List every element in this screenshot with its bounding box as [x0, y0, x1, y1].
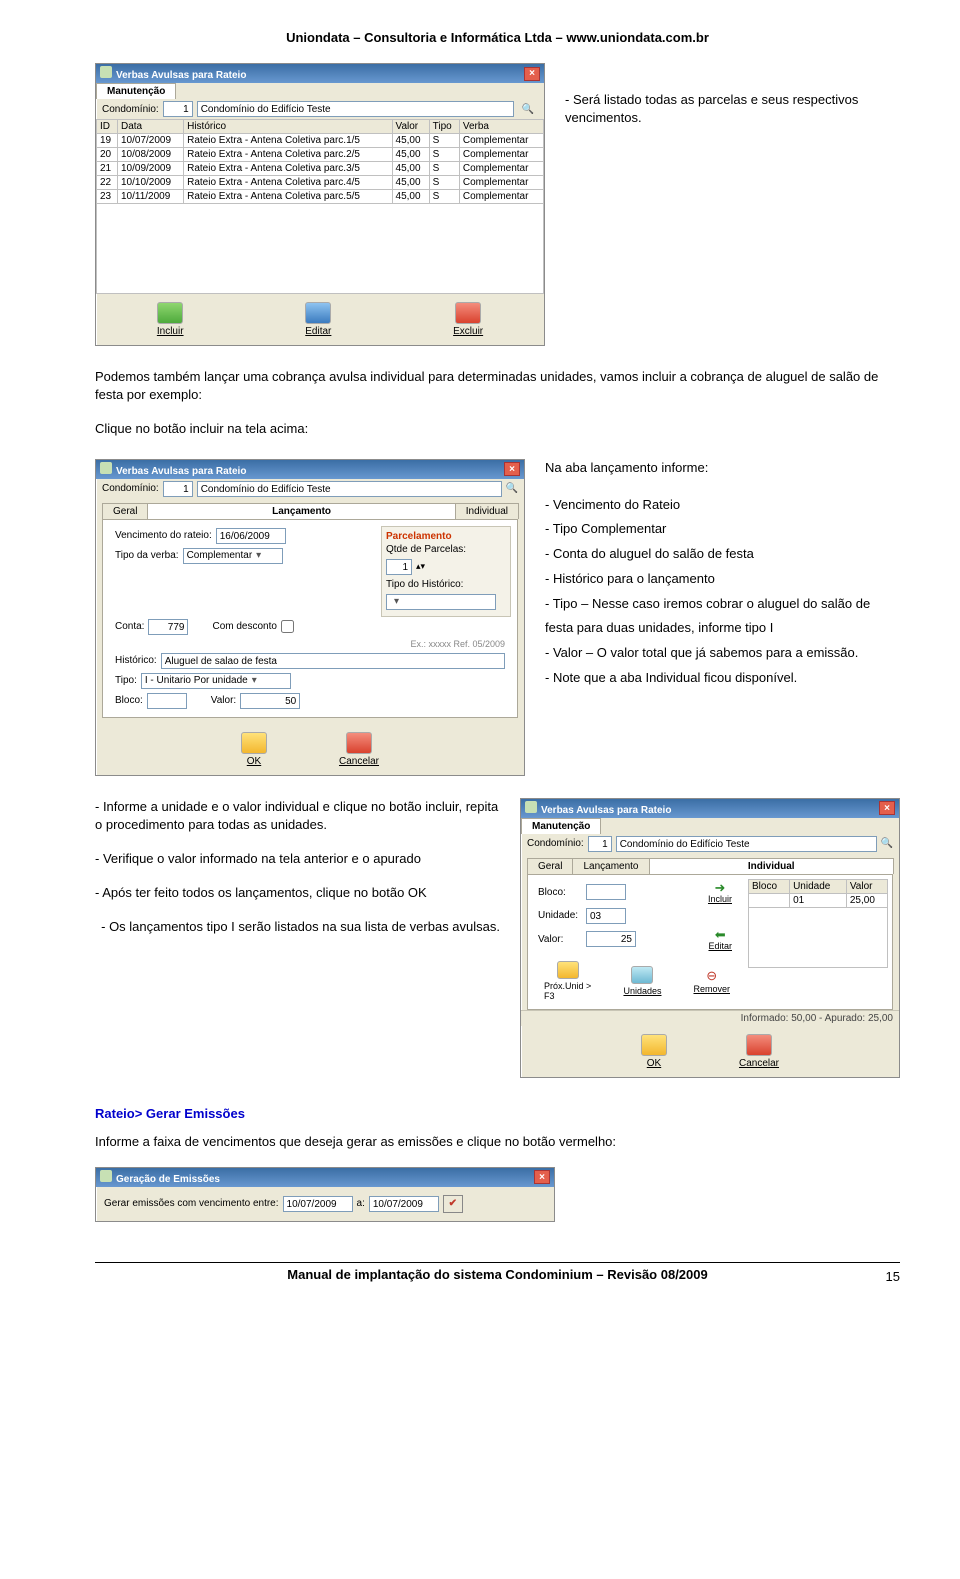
- qtde-input[interactable]: 1: [386, 559, 412, 575]
- app-icon: [100, 66, 112, 78]
- close-icon[interactable]: ×: [504, 462, 520, 476]
- bloco-input[interactable]: [147, 693, 187, 709]
- desconto-checkbox[interactable]: [281, 620, 294, 633]
- editar-button[interactable]: ⬅Editar: [704, 928, 736, 951]
- window-verbas-lanc: Verbas Avulsas para Rateio× Condomínio: …: [95, 459, 525, 776]
- condominio-num[interactable]: 1: [163, 101, 193, 117]
- unidade-input[interactable]: 03: [586, 908, 626, 924]
- incluir-button[interactable]: Incluir: [151, 300, 190, 339]
- window-verbas-indiv: Verbas Avulsas para Rateio× Manutenção C…: [520, 798, 900, 1078]
- mid-bullets: - Vencimento do Rateio- Tipo Complementa…: [545, 493, 900, 691]
- gerar-button[interactable]: ✔: [443, 1195, 463, 1213]
- data-inicio-input[interactable]: 10/07/2009: [283, 1196, 353, 1212]
- verbas-table: IDDataHistóricoValorTipoVerba 1910/07/20…: [96, 119, 544, 204]
- prox-unid-button[interactable]: Próx.Unid > F3: [538, 959, 597, 1003]
- close-icon[interactable]: ×: [524, 67, 540, 81]
- incluir-button[interactable]: ➜Incluir: [704, 881, 736, 904]
- parcelamento-label: Parcelamento: [386, 531, 506, 542]
- cancelar-button[interactable]: Cancelar: [333, 730, 385, 769]
- tab-geral[interactable]: Geral: [527, 858, 573, 874]
- tab-individual[interactable]: Individual: [649, 858, 895, 874]
- tipo-verba-select[interactable]: Complementar: [183, 548, 283, 564]
- unidades-button[interactable]: Unidades: [617, 964, 667, 998]
- rateio-text: Informe a faixa de vencimentos que desej…: [95, 1133, 900, 1151]
- bloco-input[interactable]: [586, 884, 626, 900]
- vencimento-input[interactable]: 16/06/2009: [216, 528, 286, 544]
- bottom-paras: - Informe a unidade e o valor individual…: [95, 798, 500, 953]
- condominio-label: Condomínio:: [102, 104, 159, 115]
- tab-geral[interactable]: Geral: [102, 503, 148, 519]
- tab-lancamento[interactable]: Lançamento: [147, 503, 455, 519]
- editar-button[interactable]: Editar: [299, 300, 337, 339]
- close-icon[interactable]: ×: [879, 801, 895, 815]
- condominio-nome: Condomínio do Edifício Teste: [197, 101, 514, 117]
- tipo-hist-select[interactable]: [386, 594, 496, 610]
- valor-input[interactable]: 25: [586, 931, 636, 947]
- conta-input[interactable]: 779: [148, 619, 188, 635]
- tab-lancamento[interactable]: Lançamento: [572, 858, 649, 874]
- page-number: 15: [886, 1269, 900, 1284]
- excluir-button[interactable]: Excluir: [447, 300, 489, 339]
- close-icon[interactable]: ×: [534, 1170, 550, 1184]
- window-title: Verbas Avulsas para Rateio: [116, 466, 246, 477]
- window-geracao: Geração de Emissões× Gerar emissões com …: [95, 1167, 555, 1222]
- window-title: Verbas Avulsas para Rateio: [116, 70, 246, 81]
- tab-manutencao[interactable]: Manutenção: [521, 818, 601, 834]
- ex-label: Ex.: xxxxx Ref. 05/2009: [109, 637, 511, 651]
- heading-rateio: Rateio> Gerar Emissões: [95, 1106, 900, 1121]
- tipo-select[interactable]: I - Unitario Por unidade: [141, 673, 291, 689]
- tab-individual[interactable]: Individual: [455, 503, 519, 519]
- data-fim-input[interactable]: 10/07/2009: [369, 1196, 439, 1212]
- mid-para: Podemos também lançar uma cobrança avuls…: [95, 368, 900, 404]
- page-footer: Manual de implantação do sistema Condomi…: [95, 1262, 900, 1282]
- informado-bar: Informado: 50,00 - Apurado: 25,00: [521, 1010, 899, 1026]
- page-header: Uniondata – Consultoria e Informática Lt…: [95, 30, 900, 45]
- valor-input[interactable]: 50: [240, 693, 300, 709]
- top-text: - Será listado todas as parcelas e seus …: [565, 91, 900, 127]
- window-verbas-list: Verbas Avulsas para Rateio × Manutenção …: [95, 63, 545, 346]
- search-icon[interactable]: 🔍: [518, 104, 538, 115]
- search-icon[interactable]: 🔍: [881, 838, 893, 849]
- cancelar-button[interactable]: Cancelar: [733, 1032, 785, 1071]
- titlebar: Verbas Avulsas para Rateio ×: [96, 64, 544, 83]
- ok-button[interactable]: OK: [235, 730, 273, 769]
- historico-input[interactable]: Aluguel de salao de festa: [161, 653, 505, 669]
- tab-manutencao[interactable]: Manutenção: [96, 83, 176, 99]
- search-icon[interactable]: 🔍: [506, 483, 518, 494]
- indiv-grid: BlocoUnidadeValor 0125,00: [748, 879, 888, 908]
- mid-para2: Clique no botão incluir na tela acima:: [95, 420, 900, 438]
- remover-button[interactable]: ⊖Remover: [687, 966, 736, 996]
- ok-button[interactable]: OK: [635, 1032, 673, 1071]
- mid-intro: Na aba lançamento informe:: [545, 459, 900, 477]
